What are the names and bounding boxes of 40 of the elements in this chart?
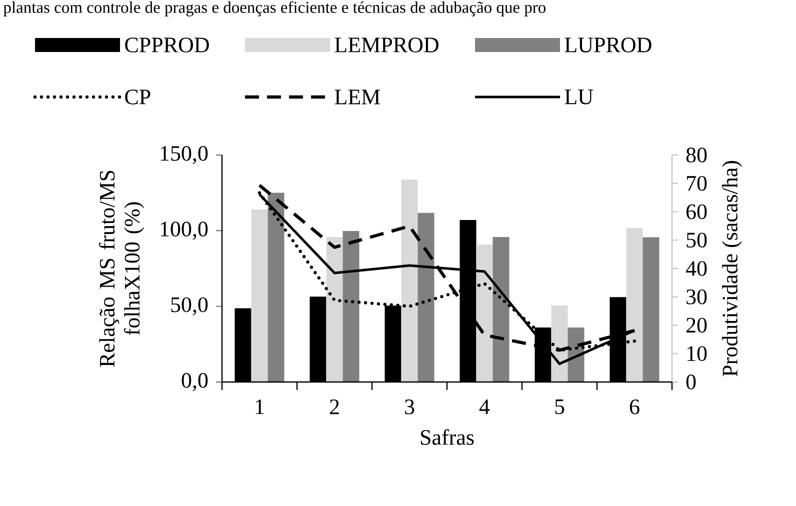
bar: [326, 237, 343, 382]
y-tick-label: 100,0: [160, 222, 208, 240]
y-tick-label: 50,0: [171, 297, 208, 316]
legend-label: CPPROD: [125, 38, 209, 52]
x-tick-label: 5: [555, 400, 564, 414]
y2-tick-label: 80: [686, 148, 707, 162]
bar: [642, 237, 660, 382]
bar: [626, 228, 643, 382]
x-tick-label: 4: [479, 400, 490, 414]
y2-tick-label: 40: [686, 261, 707, 276]
bar: [418, 212, 434, 382]
x-tick-label: 3: [405, 400, 414, 414]
x-tick-label: 1: [256, 400, 264, 414]
bar: [492, 237, 510, 382]
legend-label: LEM: [334, 90, 380, 104]
bar: [551, 305, 568, 382]
y2-tick-label: 20: [686, 318, 707, 333]
bar: [476, 244, 493, 382]
y2-tick-label: 10: [687, 346, 707, 362]
y2-tick-label: 70: [686, 176, 707, 191]
y2-axis-title: Produtividade (sacas/ha): [722, 160, 742, 376]
x-tick-label: 2: [330, 400, 339, 414]
y2-tick-label: 50: [686, 232, 707, 248]
y-tick-label: 0,0: [182, 372, 208, 391]
x-axis-title: Safras: [420, 429, 474, 445]
bar: [401, 180, 418, 382]
x-tick-label: 6: [630, 400, 640, 414]
legend-label: LU: [564, 90, 594, 104]
y2-tick-label: 0: [686, 374, 696, 390]
legend-label: LUPROD: [564, 38, 652, 52]
bar: [268, 192, 284, 382]
bar: [251, 209, 268, 382]
bar: [342, 231, 360, 382]
y-tick-label: 150,0: [160, 146, 208, 164]
y-axis-title: Relação MS fruto/MS folhaX100 (%): [98, 170, 144, 367]
y2-tick-label: 30: [686, 289, 707, 304]
y2-tick-label: 60: [686, 204, 707, 220]
legend-label: LEMPROD: [334, 38, 438, 52]
legend-label: CP: [125, 90, 150, 104]
text: plantas com controle de pragas e doenças eficiente e técnicas de adubação que pro: [3, 1, 546, 16]
